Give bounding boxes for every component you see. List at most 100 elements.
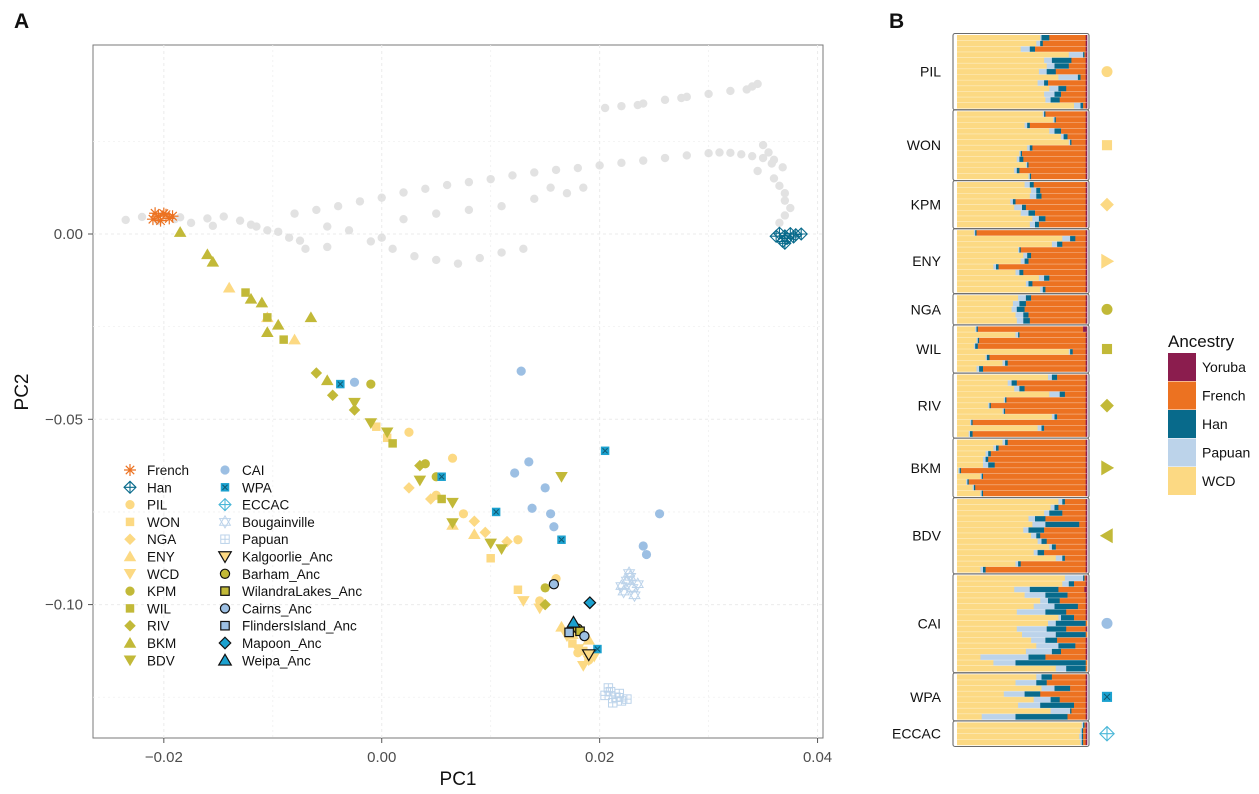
admix-segment-han (1011, 380, 1018, 387)
data-point (486, 554, 495, 563)
admix-group-marker (1101, 66, 1113, 78)
admix-segment-french (1035, 46, 1086, 53)
admix-segment-yoruba (1085, 430, 1088, 437)
admix-segment-wcd (957, 445, 994, 452)
admix-segment-french (1049, 35, 1086, 41)
data-point (513, 585, 523, 594)
admix-segment-papuan (1050, 708, 1071, 714)
admix-row (957, 597, 1088, 604)
admix-segment-yoruba (1085, 145, 1088, 152)
admix-segment-papuan (1049, 391, 1060, 398)
data-point (263, 313, 272, 322)
admix-segment-papuan (1020, 210, 1029, 217)
admix-segment-papuan (1014, 385, 1020, 392)
legend-key (125, 500, 135, 510)
admix-group-won: WON (907, 109, 1113, 182)
admix-segment-yoruba (1085, 544, 1088, 551)
admix-segment-yoruba (1085, 35, 1088, 41)
admix-segment-french (1040, 532, 1086, 539)
series-wpa (336, 379, 610, 654)
admix-segment-yoruba (1085, 85, 1088, 92)
admix-segment-papuan (1048, 620, 1057, 627)
data-point (491, 507, 501, 517)
admix-segment-wcd (957, 317, 1018, 324)
ancestry-key-french (1168, 381, 1196, 410)
admix-segment-wcd (957, 63, 1047, 70)
data-point (786, 203, 795, 213)
data-point (540, 583, 550, 593)
data-point (548, 579, 560, 590)
admix-segment-yoruba (1085, 397, 1088, 403)
admix-segment-yoruba (1085, 654, 1088, 661)
admix-row (957, 295, 1088, 302)
admix-segment-papuan (1022, 631, 1057, 638)
admix-segment-wcd (957, 280, 1027, 287)
admix-row (957, 365, 1088, 372)
admix-segment-papuan (1025, 648, 1053, 655)
data-point (263, 226, 272, 235)
admix-row (957, 326, 1088, 333)
admix-row (957, 490, 1088, 497)
admix-row (957, 648, 1088, 655)
admix-segment-french (1074, 581, 1086, 587)
admix-segment-french (1031, 173, 1086, 180)
admix-row (957, 642, 1088, 649)
data-point (348, 404, 361, 416)
x-tick-label: 0.00 (367, 749, 396, 766)
admix-segment-french (983, 490, 1086, 497)
legend-label: NGA (147, 532, 176, 547)
admix-segment-han (1028, 527, 1045, 534)
ancestry-legend-title: Ancestry (1168, 332, 1235, 351)
admix-row (957, 40, 1088, 47)
series-papuan (600, 683, 632, 708)
admix-row (957, 499, 1088, 505)
admix-segment-papuan (1016, 626, 1047, 633)
admix-row (957, 258, 1088, 265)
admix-segment-papuan (1024, 122, 1028, 129)
admix-segment-han (1040, 702, 1075, 709)
admix-segment-yoruba (1085, 702, 1088, 709)
admix-segment-yoruba (1085, 674, 1088, 681)
legend-key (124, 533, 136, 545)
admix-segment-yoruba (1085, 286, 1088, 293)
data-point (516, 366, 526, 376)
admix-segment-wcd (957, 102, 1075, 109)
admix-segment-french (1055, 116, 1086, 123)
admix-segment-french (977, 343, 1086, 350)
data-point (235, 216, 245, 225)
admix-segment-yoruba (1085, 445, 1088, 452)
data-point (366, 379, 376, 389)
data-point (737, 150, 746, 159)
admix-segment-han (1057, 241, 1063, 248)
admix-segment-han (1051, 544, 1057, 551)
admix-segment-french (1045, 654, 1086, 661)
data-point (355, 197, 365, 206)
ancestry-key-papuan (1168, 438, 1196, 467)
series-bkm (173, 226, 334, 386)
admix-segment-wcd (957, 733, 1080, 740)
admix-segment-wcd (957, 521, 1033, 528)
data-point (513, 535, 523, 545)
admix-segment-french (975, 484, 1086, 491)
admix-row (957, 402, 1088, 409)
admix-row (957, 306, 1088, 313)
legend-key (217, 653, 233, 666)
admix-segment-papuan (980, 490, 982, 497)
data-point (255, 296, 269, 308)
y-axis-title: PC2 (12, 374, 33, 411)
admix-segment-papuan (1049, 544, 1053, 551)
admix-row (957, 665, 1088, 672)
admix-segment-papuan (980, 566, 984, 573)
admix-segment-yoruba (1085, 182, 1088, 188)
data-point (284, 233, 294, 242)
admix-row (957, 317, 1088, 324)
admix-segment-han (1054, 91, 1062, 98)
admix-row (957, 348, 1088, 355)
admix-segment-french (1042, 40, 1086, 47)
admix-segment-han (1070, 708, 1072, 714)
admix-segment-han (1045, 521, 1080, 528)
admix-segment-yoruba (1085, 549, 1088, 556)
admix-segment-wcd (957, 691, 1005, 698)
admix-segment-french (1029, 122, 1086, 129)
